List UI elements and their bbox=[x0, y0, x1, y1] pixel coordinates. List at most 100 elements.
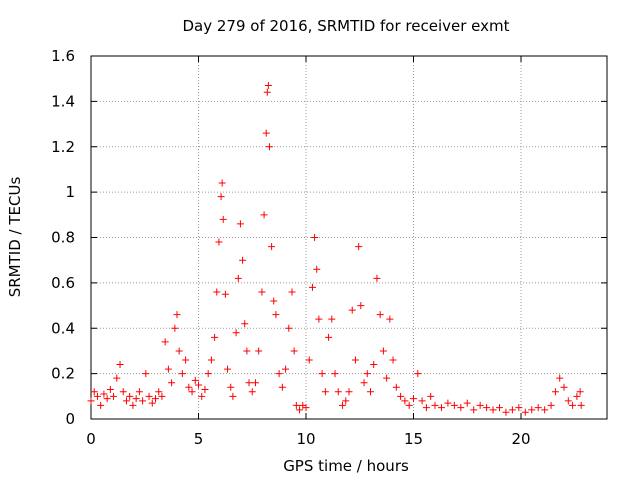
y-tick-label: 0.4 bbox=[51, 319, 75, 337]
data-point bbox=[268, 243, 276, 251]
data-point bbox=[232, 329, 240, 337]
data-point bbox=[470, 406, 478, 414]
data-point bbox=[573, 392, 581, 400]
data-point bbox=[113, 374, 121, 382]
data-point bbox=[126, 392, 134, 400]
data-point bbox=[155, 388, 163, 396]
data-point bbox=[560, 383, 568, 391]
data-point bbox=[339, 401, 347, 409]
data-point bbox=[173, 311, 181, 319]
data-point bbox=[489, 406, 497, 414]
data-point bbox=[158, 392, 166, 400]
x-tick-label: 0 bbox=[86, 430, 96, 448]
data-point bbox=[373, 274, 381, 282]
data-point bbox=[260, 211, 268, 219]
data-point bbox=[534, 404, 542, 412]
data-point bbox=[357, 302, 365, 310]
data-point bbox=[185, 383, 193, 391]
data-point bbox=[376, 311, 384, 319]
data-point bbox=[221, 290, 229, 298]
data-point bbox=[129, 401, 137, 409]
data-point bbox=[363, 370, 371, 378]
x-axis-label: GPS time / hours bbox=[283, 457, 409, 475]
x-tick-label: 5 bbox=[194, 430, 204, 448]
data-point bbox=[342, 397, 350, 405]
data-point bbox=[263, 88, 271, 96]
x-tick-label: 10 bbox=[296, 430, 315, 448]
y-tick-label: 0.2 bbox=[51, 365, 75, 383]
data-point bbox=[556, 374, 564, 382]
data-point bbox=[119, 388, 127, 396]
axis-ticks bbox=[90, 55, 607, 420]
data-point bbox=[227, 383, 235, 391]
data-point bbox=[577, 401, 585, 409]
data-point bbox=[90, 388, 98, 396]
y-tick-label: 0.8 bbox=[51, 229, 75, 247]
data-point bbox=[161, 338, 169, 346]
data-point bbox=[270, 297, 278, 305]
data-point bbox=[229, 392, 237, 400]
data-point bbox=[360, 379, 368, 387]
data-point bbox=[569, 401, 577, 409]
data-point bbox=[551, 388, 559, 396]
data-point bbox=[355, 243, 363, 251]
data-point bbox=[483, 404, 491, 412]
data-point bbox=[437, 404, 445, 412]
data-point bbox=[239, 256, 247, 264]
data-point bbox=[348, 306, 356, 314]
data-point bbox=[265, 143, 273, 151]
y-tick-label: 1 bbox=[65, 183, 75, 201]
data-point bbox=[234, 274, 242, 282]
data-point bbox=[463, 399, 471, 407]
data-point bbox=[171, 324, 179, 332]
data-point bbox=[195, 381, 202, 389]
data-point bbox=[379, 347, 387, 355]
data-point bbox=[541, 406, 549, 414]
data-point bbox=[345, 388, 353, 396]
data-point bbox=[148, 399, 156, 407]
data-point bbox=[198, 392, 206, 400]
data-point bbox=[496, 404, 503, 412]
data-point bbox=[457, 404, 465, 412]
data-point bbox=[245, 379, 253, 387]
data-point bbox=[386, 315, 394, 323]
data-point bbox=[145, 392, 153, 400]
data-point bbox=[142, 370, 150, 378]
y-tick-label: 1.6 bbox=[51, 47, 75, 65]
data-point bbox=[422, 404, 430, 412]
data-point bbox=[262, 129, 270, 137]
data-point bbox=[224, 365, 232, 373]
data-point bbox=[367, 388, 374, 396]
data-point bbox=[103, 395, 111, 403]
data-point bbox=[370, 361, 378, 369]
data-point bbox=[521, 408, 529, 416]
x-tick-label: 15 bbox=[404, 430, 423, 448]
data-point bbox=[285, 324, 293, 332]
x-tick-label: 20 bbox=[511, 430, 530, 448]
data-point bbox=[243, 347, 251, 355]
data-point bbox=[122, 397, 130, 405]
data-point bbox=[135, 388, 143, 396]
data-point bbox=[251, 379, 259, 387]
data-point bbox=[218, 179, 226, 187]
data-point bbox=[547, 401, 555, 409]
data-point bbox=[255, 347, 263, 355]
data-point bbox=[132, 395, 140, 403]
data-point bbox=[410, 395, 417, 403]
y-tick-label: 1.2 bbox=[51, 138, 75, 156]
data-point bbox=[389, 356, 397, 364]
data-point bbox=[576, 388, 584, 396]
data-point bbox=[418, 397, 426, 405]
data-point bbox=[236, 220, 244, 228]
data-point bbox=[290, 347, 298, 355]
data-point bbox=[405, 401, 413, 409]
data-point bbox=[182, 356, 190, 364]
data-point bbox=[110, 392, 118, 400]
data-point bbox=[188, 388, 196, 396]
y-tick-label: 0.6 bbox=[51, 274, 75, 292]
data-point bbox=[201, 386, 209, 394]
data-point bbox=[100, 390, 108, 398]
data-point bbox=[401, 397, 409, 405]
data-point bbox=[564, 397, 572, 405]
data-point bbox=[305, 356, 313, 364]
